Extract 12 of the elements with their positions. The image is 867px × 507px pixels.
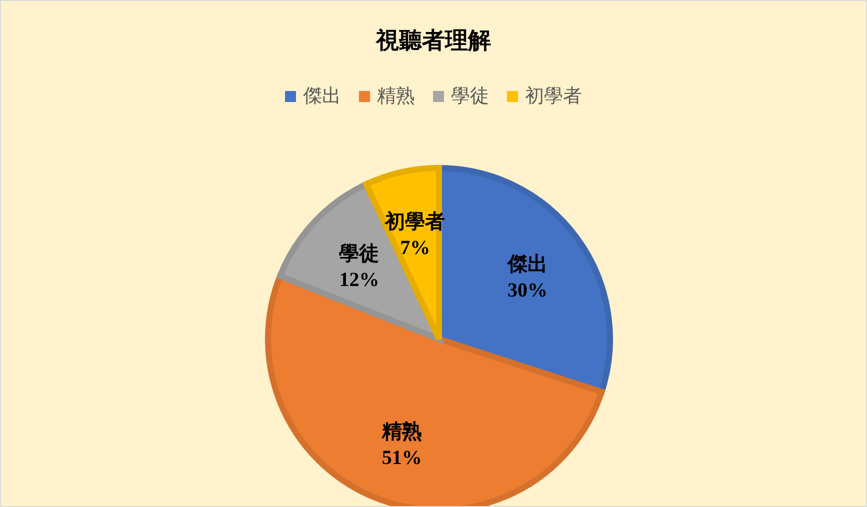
legend-label: 學徒 (451, 85, 489, 109)
legend-label: 初學者 (525, 85, 582, 109)
slice-label: 學徒 (339, 243, 380, 266)
chart-title: 視聽者理解 (374, 27, 492, 55)
legend-label: 傑出 (303, 85, 341, 109)
data-label: 51% (382, 446, 422, 469)
data-label: 7% (400, 237, 430, 260)
data-label: 30% (508, 280, 548, 302)
data-label: 12% (339, 269, 380, 292)
slice-label: 傑出 (506, 254, 548, 276)
slice-label: 精熟 (380, 420, 422, 443)
legend-label: 精熟 (377, 85, 415, 109)
